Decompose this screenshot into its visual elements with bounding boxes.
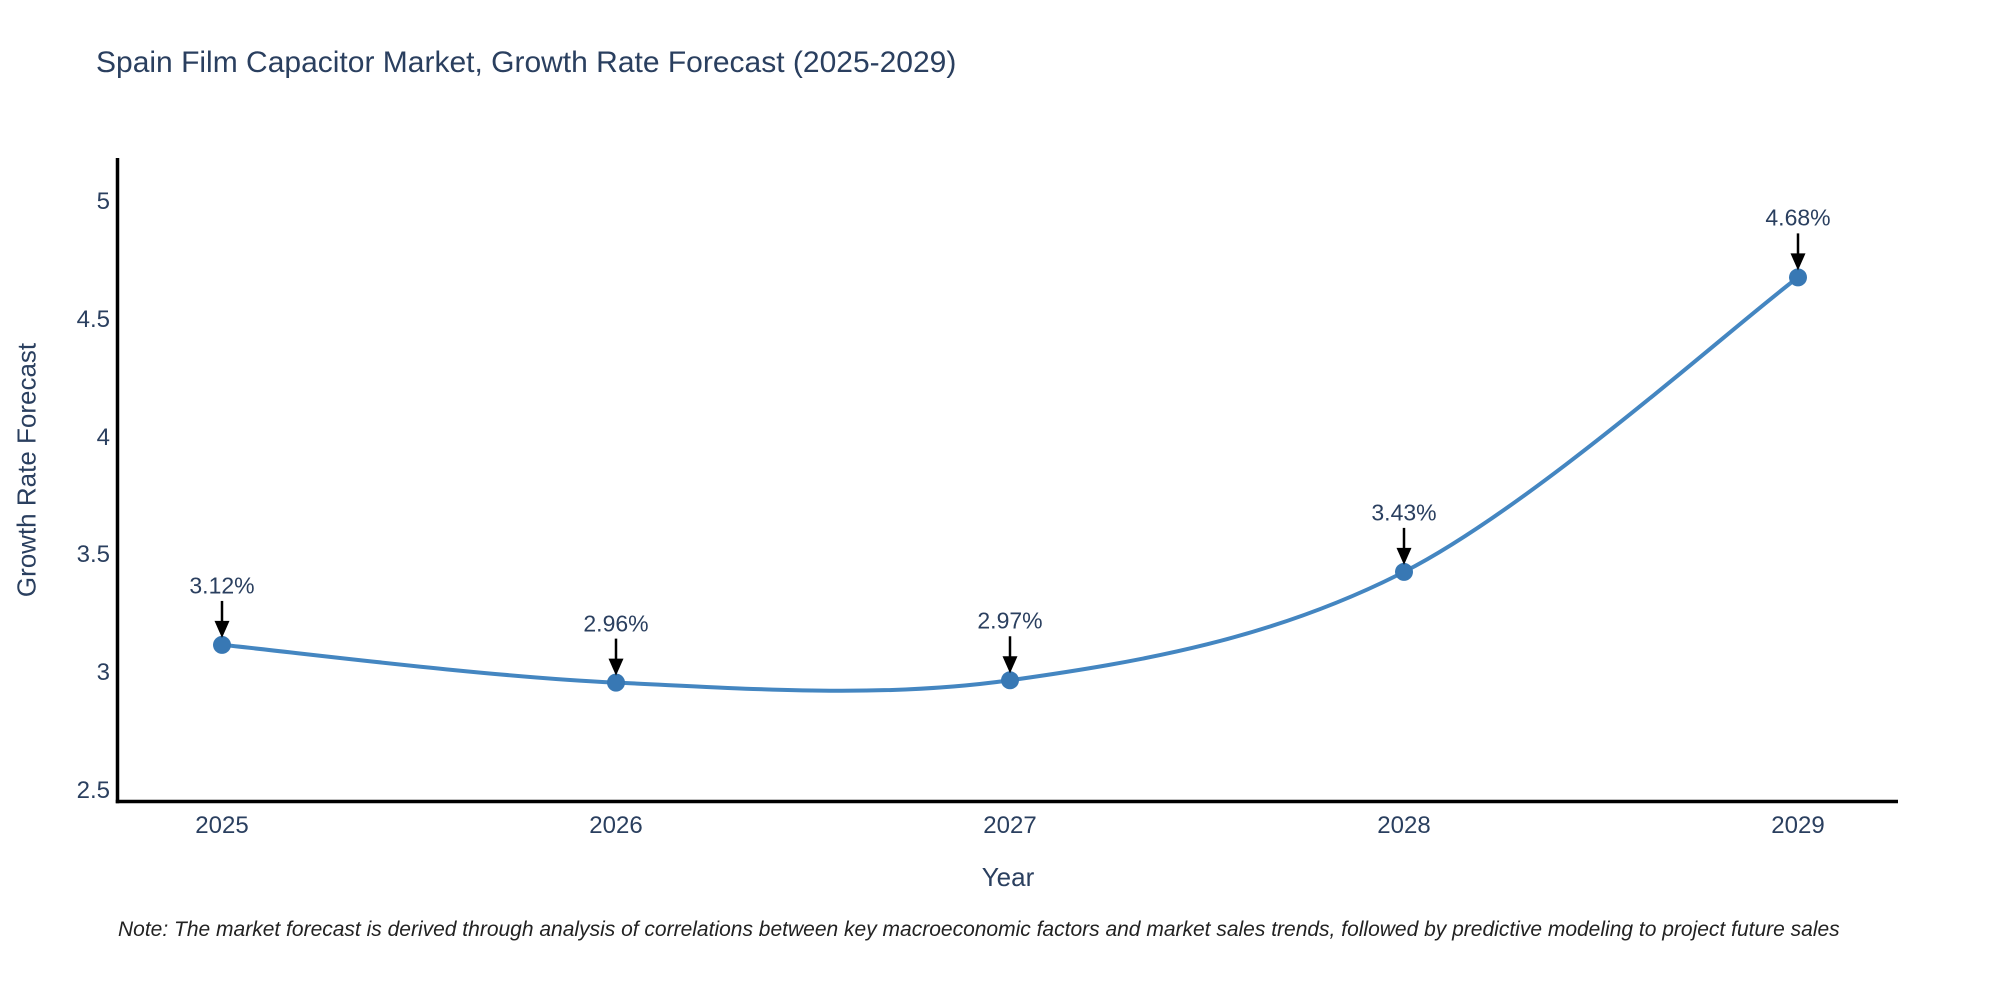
- y-tick-label: 4: [96, 423, 110, 451]
- x-axis-title: Year: [981, 862, 1035, 892]
- data-label: 3.43%: [1371, 499, 1437, 526]
- data-label: 2.97%: [977, 607, 1043, 634]
- x-tick-label: 2026: [589, 812, 643, 839]
- data-label: 2.96%: [583, 610, 649, 637]
- annotation-arrowhead-icon: [1790, 253, 1806, 271]
- y-axis-title: Growth Rate Forecast: [11, 342, 42, 598]
- annotation-arrowhead-icon: [1002, 656, 1018, 674]
- chart-title: Spain Film Capacitor Market, Growth Rate…: [96, 46, 957, 79]
- data-point-marker[interactable]: [1789, 268, 1807, 287]
- footnote: Note: The market forecast is derived thr…: [118, 918, 1840, 941]
- y-tick-label: 5: [96, 188, 110, 215]
- x-tick-label: 2028: [1377, 812, 1431, 839]
- x-tick-label: 2025: [195, 812, 249, 839]
- y-tick-label: 3: [96, 659, 110, 687]
- data-point-marker[interactable]: [213, 635, 231, 654]
- x-tick-label: 2029: [1771, 812, 1825, 839]
- annotation-arrowhead-icon: [214, 620, 230, 638]
- y-tick-label: 3.5: [76, 541, 110, 569]
- data-label: 3.12%: [189, 572, 255, 599]
- x-tick-label: 2027: [983, 812, 1037, 839]
- y-tick-label: 4.5: [76, 305, 110, 333]
- annotation-arrowhead-icon: [1396, 547, 1412, 565]
- trend-line: [220, 275, 1800, 693]
- data-point-marker[interactable]: [607, 673, 625, 692]
- y-tick-label: 2.5: [76, 777, 110, 804]
- data-point-marker[interactable]: [1001, 671, 1019, 690]
- data-label: 4.68%: [1765, 204, 1831, 231]
- annotation-arrowhead-icon: [608, 658, 624, 676]
- data-point-marker[interactable]: [1395, 562, 1413, 581]
